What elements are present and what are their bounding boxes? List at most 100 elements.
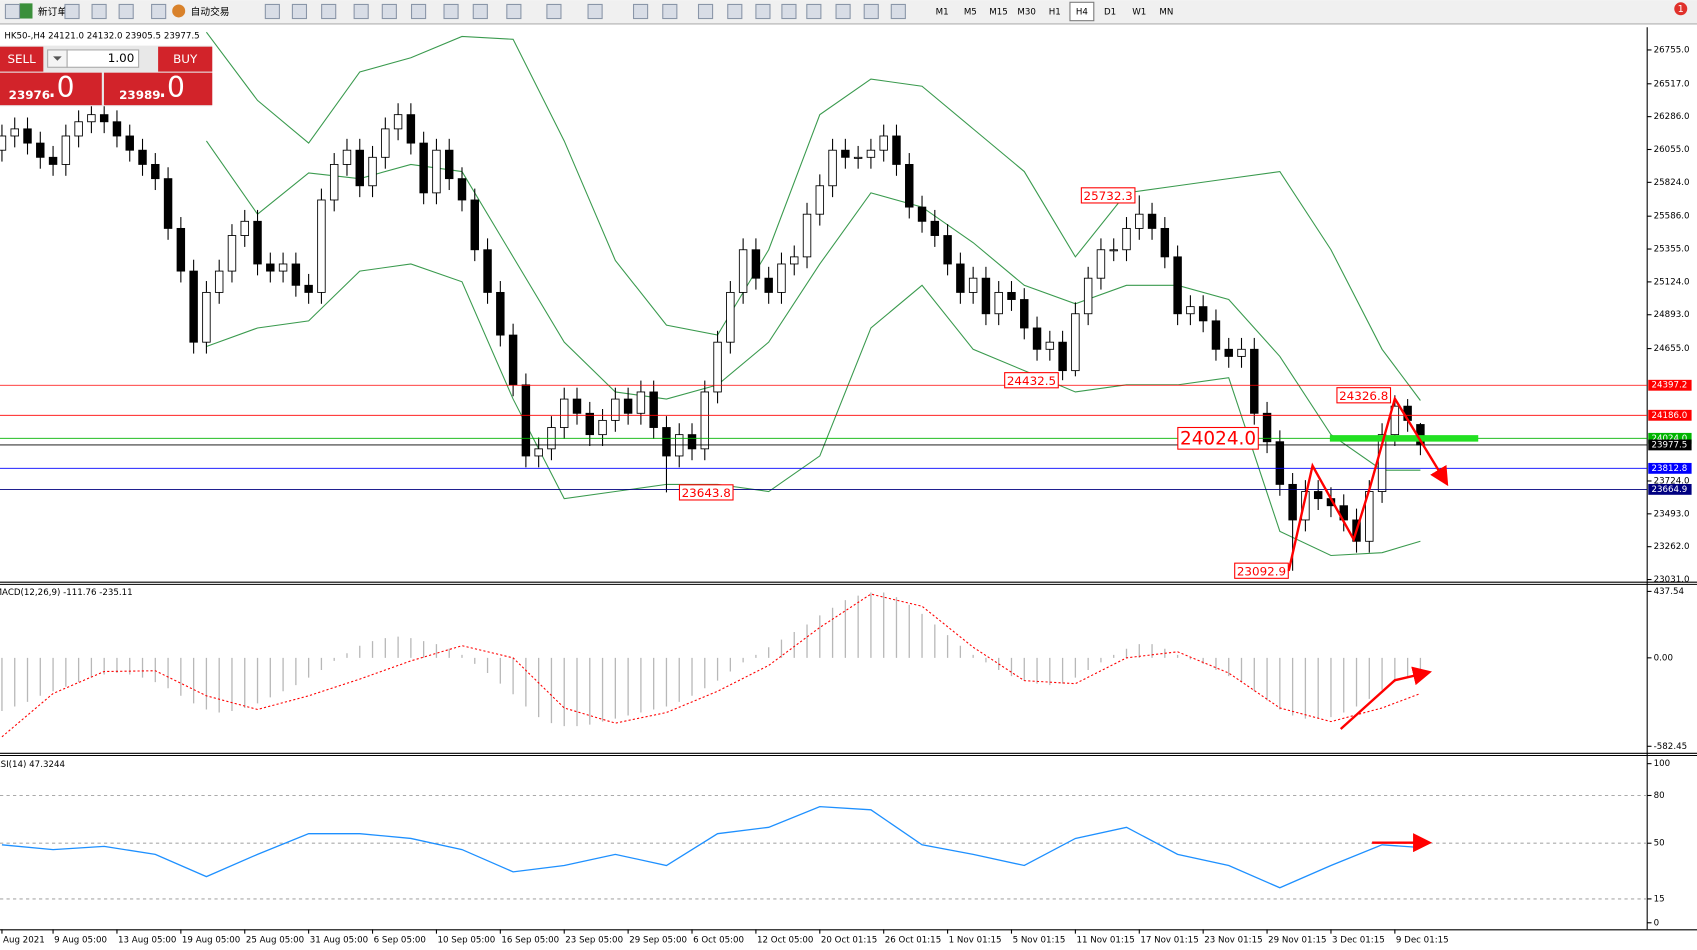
toolbar-icon[interactable] [587, 3, 603, 20]
candle-body [266, 263, 275, 272]
sell-button[interactable] [0, 46, 44, 72]
price-tag [1648, 439, 1692, 451]
bollinger-lower [206, 263, 1421, 557]
panel [0, 31, 1648, 571]
candle-body [1160, 227, 1170, 258]
toolbar-icon[interactable] [727, 3, 743, 20]
toolbar-icon[interactable] [151, 3, 167, 20]
toolbar-icon[interactable] [781, 3, 797, 20]
timeframe-button[interactable]: H1 [1049, 8, 1061, 18]
toolbar-icon[interactable] [381, 3, 397, 20]
sell-price-big: .0 [48, 71, 75, 104]
candle-body [1262, 412, 1272, 443]
candle-body [253, 220, 262, 265]
toolbar-icon[interactable] [755, 3, 771, 20]
candle-body [393, 114, 403, 130]
timeframe-button[interactable]: D1 [1104, 8, 1116, 18]
candle-body [1058, 341, 1067, 372]
candle-body [304, 284, 313, 293]
candle-body [1390, 405, 1400, 436]
candle-body [125, 135, 134, 151]
lot-input[interactable] [66, 49, 140, 68]
candle-body [1109, 249, 1118, 252]
candle-body [202, 291, 211, 343]
annotation-box [1177, 426, 1259, 450]
y-tick-label: 26055.0 [1654, 145, 1690, 155]
toolbar-icon[interactable] [863, 3, 879, 20]
candle-body [1020, 299, 1029, 329]
candle-body [802, 213, 812, 258]
candle-body [10, 128, 19, 137]
timeframe-button[interactable]: MN [1159, 8, 1173, 18]
candle-body [1186, 306, 1195, 315]
toolbar-icon[interactable] [321, 3, 337, 20]
auto-trading-button[interactable]: 自动交易 [172, 4, 230, 18]
buy-button[interactable] [158, 46, 213, 72]
candle-body [853, 156, 863, 159]
candle-body [968, 277, 978, 293]
auto-trading-label[interactable]: 自动交易 [191, 5, 230, 18]
timeframe-button[interactable]: M5 [964, 8, 977, 18]
candle-body [764, 277, 773, 293]
candle-body [470, 199, 479, 251]
price-tag [1648, 409, 1692, 421]
candle-body [163, 178, 173, 229]
toolbar-icon[interactable] [472, 3, 488, 20]
sell-label[interactable]: SELL [7, 52, 36, 66]
x-tick-label: 9 Dec 01:15 [1396, 936, 1449, 946]
timeframe-button[interactable]: M30 [1017, 8, 1035, 18]
timeframe-button[interactable]: M15 [989, 8, 1007, 18]
y-tick-label: 15 [1654, 894, 1665, 904]
toolbar-icon[interactable] [546, 3, 562, 20]
candle-body [74, 121, 83, 137]
timeframe-button[interactable]: H4 [1076, 8, 1089, 18]
candle-body [1083, 277, 1093, 315]
buy-label[interactable]: BUY [173, 52, 198, 66]
toolbar-icon[interactable] [264, 3, 280, 20]
y-tick-label: 100 [1654, 759, 1671, 769]
toolbar-icon[interactable] [506, 3, 522, 20]
annotation-box [1004, 372, 1059, 389]
y-tick-label: 25586.0 [1654, 212, 1690, 222]
toolbar-icon[interactable] [91, 3, 107, 20]
timeframe-button[interactable]: W1 [1132, 8, 1146, 18]
toolbar-icon[interactable] [353, 3, 369, 20]
toolbar-icon[interactable] [890, 3, 906, 20]
new-order-button[interactable]: 新订单 [19, 3, 67, 19]
notification-count[interactable]: 1 [1678, 4, 1684, 15]
sell-price-box[interactable] [0, 72, 102, 106]
candle-body [649, 391, 658, 428]
candle-body [1301, 491, 1310, 521]
toolbar-icon[interactable] [697, 3, 714, 20]
annotation-box [678, 484, 734, 501]
toolbar-icon[interactable] [64, 3, 80, 20]
toolbar-icon[interactable] [443, 3, 459, 20]
candle-body [432, 149, 441, 194]
buy-price: 23989 [119, 88, 160, 102]
candle-body [483, 249, 492, 293]
candle-body [866, 149, 876, 158]
buy-price-box[interactable] [103, 72, 213, 106]
toolbar-icon[interactable] [118, 3, 134, 20]
toolbar-icon[interactable] [835, 3, 851, 20]
lot-value[interactable]: 1.00 [108, 51, 135, 65]
x-tick-label: 12 Oct 05:00 [757, 936, 813, 946]
toolbar-icon[interactable] [662, 3, 678, 20]
candle-body [317, 199, 326, 293]
candle-body [611, 398, 620, 421]
candle-body [419, 142, 428, 194]
toolbar-icon[interactable] [632, 3, 649, 20]
notification[interactable]: 1 [1674, 2, 1688, 16]
toolbar-icon[interactable] [4, 3, 21, 20]
x-tick-label: 3 Dec 01:15 [1332, 936, 1385, 946]
chart-area [0, 27, 1697, 950]
toolbar-icon[interactable] [410, 3, 427, 20]
toolbar-icon[interactable] [806, 3, 822, 20]
annotation-label: 23092.9 [1237, 564, 1286, 578]
toolbar-icon[interactable] [291, 3, 308, 20]
y-tick-label: 24655.0 [1654, 344, 1690, 354]
y-tick-label: 25355.0 [1654, 245, 1690, 255]
candle-body [176, 227, 186, 272]
timeframe-button[interactable]: M1 [936, 8, 949, 18]
new-order-label[interactable]: 新订单 [38, 5, 67, 18]
